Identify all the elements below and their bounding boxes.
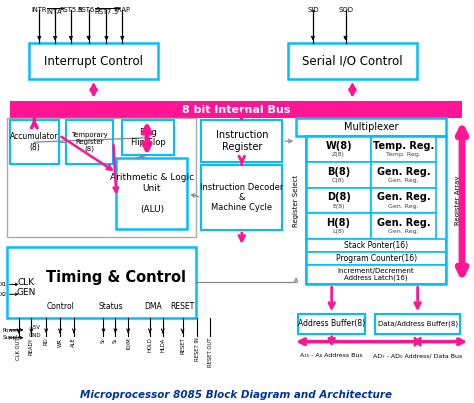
Text: Register Array: Register Array [455,176,461,225]
Text: READY: READY [29,338,34,355]
Text: W(8): W(8) [325,141,352,151]
Text: RST6.5: RST6.5 [77,7,100,13]
Text: D(8): D(8) [327,192,351,202]
Text: Address Buffer(8): Address Buffer(8) [298,320,365,328]
Text: Gen. Reg.: Gen. Reg. [389,178,419,183]
Text: CLK OUT: CLK OUT [16,338,21,360]
Text: CLK
GEN: CLK GEN [17,278,36,297]
Text: Gen. Reg.: Gen. Reg. [377,167,430,177]
Text: DMA: DMA [144,301,162,311]
Bar [201,165,283,230]
Text: Multiplexer: Multiplexer [344,123,399,132]
Bar [306,252,447,265]
Bar [371,213,437,239]
Text: HLDA: HLDA [160,338,165,352]
Text: Arithmetic & Logic
Unit

(ALU): Arithmetic & Logic Unit (ALU) [110,173,194,214]
Text: Accumulator
(8): Accumulator (8) [10,133,59,152]
Bar [122,120,173,155]
Bar [7,118,196,237]
Text: RESET IN: RESET IN [195,338,200,361]
Text: Program Counter(16): Program Counter(16) [336,254,417,263]
Bar [371,136,437,162]
Text: RESET: RESET [170,301,195,311]
Text: Gen. Reg.: Gen. Reg. [377,218,430,228]
Text: Interrupt Control: Interrupt Control [44,55,143,68]
Text: B(8): B(8) [327,167,350,177]
Text: RESET OUT: RESET OUT [208,338,213,367]
Text: Register Select: Register Select [293,174,299,226]
Bar [201,120,283,162]
Text: Temp. Reg.: Temp. Reg. [386,152,421,157]
Text: RESET: RESET [180,338,185,355]
Text: S₁: S₁ [113,338,118,343]
Text: Status: Status [98,301,123,311]
Bar [9,120,59,164]
Text: L(8): L(8) [333,229,345,234]
Bar [66,120,113,164]
Text: INTR: INTR [32,7,47,13]
Text: TRAP: TRAP [114,7,131,13]
Bar [29,44,158,79]
Text: HOLD: HOLD [147,338,153,353]
Text: +5V: +5V [28,325,40,330]
Bar [306,187,371,213]
Text: Temporary
Register
(8): Temporary Register (8) [71,132,108,152]
Bar [9,101,462,118]
Text: Instruction
Register: Instruction Register [216,130,268,152]
Text: Timing & Control: Timing & Control [46,270,186,285]
Bar [116,158,187,229]
Text: A₁₅ - A₈ Address Bus: A₁₅ - A₈ Address Bus [301,353,363,358]
Text: SOD: SOD [338,7,353,13]
Text: Gen. Reg.: Gen. Reg. [389,229,419,234]
Text: Data/Address Buffer(8): Data/Address Buffer(8) [378,321,458,327]
Text: S₀: S₀ [101,338,106,343]
Text: 8 bit Internal Bus: 8 bit Internal Bus [182,104,290,114]
Text: GND: GND [28,333,41,338]
Text: $\overline{\mathsf{INTA}}$: $\overline{\mathsf{INTA}}$ [46,7,64,17]
Text: Stack Ponter(16): Stack Ponter(16) [344,241,408,250]
Bar [288,44,417,79]
Text: ALE: ALE [72,338,76,347]
Text: RD: RD [44,338,49,345]
Text: Gen. Reg.: Gen. Reg. [377,192,430,202]
Text: Flag
Flip-Flop: Flag Flip-Flop [130,128,166,147]
Bar [375,314,460,334]
Text: IO/M: IO/M [126,338,131,349]
Text: X1: X1 [0,283,7,287]
Bar [306,213,371,239]
Bar [306,162,371,187]
Bar [296,118,447,136]
Text: C(8): C(8) [332,178,345,183]
Text: Instruction Decoder
&
Machine Cycle: Instruction Decoder & Machine Cycle [200,183,283,212]
Text: Temp. Reg.: Temp. Reg. [373,141,434,151]
Bar [306,265,447,285]
Bar [306,136,447,285]
Text: WR: WR [57,338,63,347]
Bar [371,162,437,187]
Bar [306,136,371,162]
Text: SID: SID [307,7,319,13]
Text: Gen. Reg.: Gen. Reg. [389,204,419,209]
Text: Supply: Supply [3,335,21,340]
Text: AD₇ - AD₀ Address/ Data Bus: AD₇ - AD₀ Address/ Data Bus [373,353,462,358]
Text: Increment/Decrement
Address Latch(16): Increment/Decrement Address Latch(16) [338,268,414,281]
Text: E(8): E(8) [332,204,345,209]
Text: X2: X2 [0,292,7,297]
Text: Microprocessor 8085 Block Diagram and Architecture: Microprocessor 8085 Block Diagram and Ar… [80,390,392,400]
Text: Power: Power [3,328,19,333]
Text: RST5.5: RST5.5 [59,7,82,13]
Text: Serial I/O Control: Serial I/O Control [302,55,403,68]
Text: Control: Control [47,301,75,311]
Bar [298,314,365,334]
Bar [306,239,447,252]
Text: H(8): H(8) [327,218,351,228]
Text: Z(8): Z(8) [332,152,345,157]
Bar [7,247,196,318]
Text: $\overline{\mathsf{RST7.5}}$: $\overline{\mathsf{RST7.5}}$ [94,7,119,17]
Bar [371,187,437,213]
